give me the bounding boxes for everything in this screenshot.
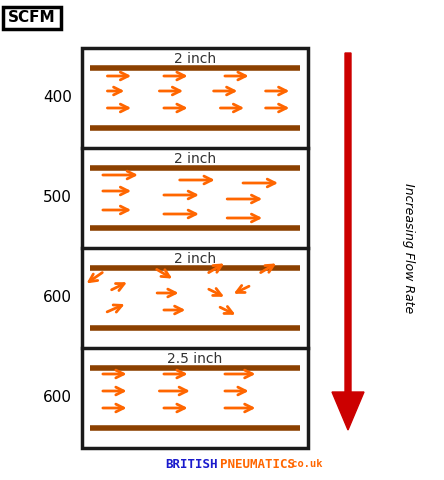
Text: 2 inch: 2 inch bbox=[174, 152, 216, 166]
Text: 2.5 inch: 2.5 inch bbox=[167, 352, 222, 366]
Bar bbox=[82, 48, 308, 448]
Text: Increasing Flow Rate: Increasing Flow Rate bbox=[401, 183, 415, 313]
Text: 500: 500 bbox=[43, 191, 72, 205]
Text: 2 inch: 2 inch bbox=[174, 52, 216, 66]
Text: 600: 600 bbox=[43, 290, 72, 305]
Text: SCFM: SCFM bbox=[8, 11, 56, 25]
Text: .co.uk: .co.uk bbox=[286, 459, 324, 469]
Text: 600: 600 bbox=[43, 391, 72, 406]
Text: 2 inch: 2 inch bbox=[174, 252, 216, 266]
Text: 400: 400 bbox=[43, 91, 72, 106]
Bar bbox=[3, 7, 61, 29]
FancyArrow shape bbox=[332, 53, 364, 430]
Text: BRITISH: BRITISH bbox=[166, 457, 218, 470]
Text: PNEUMATICS: PNEUMATICS bbox=[220, 457, 295, 470]
